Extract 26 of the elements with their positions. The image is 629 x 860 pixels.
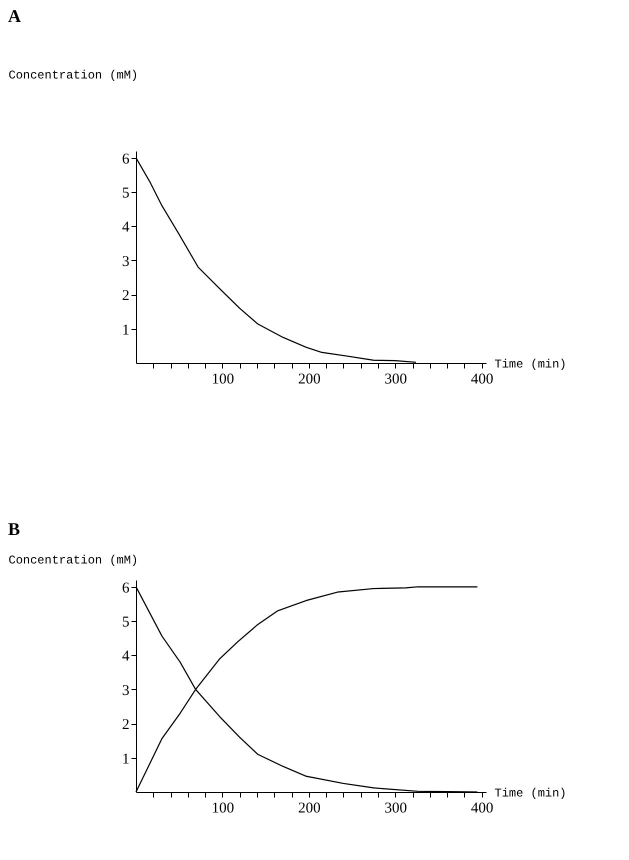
y-tick-label: 1 [122, 322, 130, 338]
y-tick-label: 2 [122, 717, 130, 734]
x-tick-label: 200 [298, 372, 321, 388]
x-tick-label: 200 [298, 800, 321, 816]
x-tick-label: 300 [384, 372, 408, 388]
y-tick-label: 5 [122, 186, 130, 202]
x-axis-title: Time (min) [494, 786, 567, 800]
y-axis-title: Concentration (mM) [8, 68, 138, 82]
x-tick-label: 100 [212, 372, 234, 388]
y-tick-label: 6 [122, 580, 130, 596]
y-tick-label: 5 [122, 614, 130, 631]
x-axis-title: Time (min) [494, 358, 567, 372]
x-tick-label: 300 [384, 800, 408, 816]
y-tick-label: 1 [122, 751, 130, 768]
y-tick-label: 3 [122, 254, 130, 270]
y-axis-title: Concentration (mM) [8, 554, 138, 568]
x-tick-label: 400 [470, 372, 494, 388]
y-tick-label: 6 [122, 151, 130, 168]
y-tick-label: 4 [122, 648, 130, 665]
y-tick-label: 3 [122, 682, 130, 699]
chart-title: B [8, 519, 20, 539]
y-tick-label: 2 [122, 288, 130, 304]
chart-title: A [8, 6, 21, 26]
x-tick-label: 100 [212, 800, 234, 816]
y-tick-label: 4 [122, 220, 130, 236]
x-tick-label: 400 [470, 800, 494, 816]
